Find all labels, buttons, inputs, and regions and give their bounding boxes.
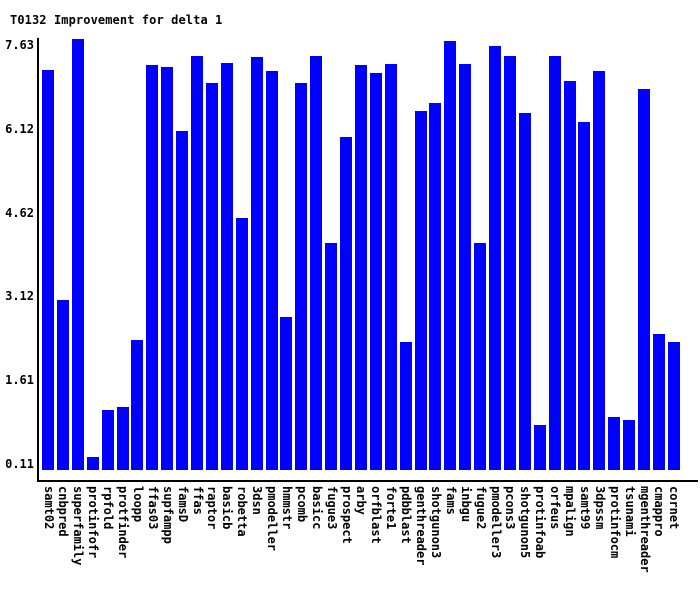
bar-ffas xyxy=(191,55,203,470)
bar-samt99 xyxy=(578,122,591,470)
bar-cnbpred xyxy=(56,299,69,470)
x-axis-label-hmmstr: hmmstr xyxy=(279,486,294,530)
x-axis-label-orfblast: orfblast xyxy=(369,486,384,544)
x-axis-label-mgenthreader: mgenthreader xyxy=(637,486,652,573)
x-axis-label-inbgu: inbgu xyxy=(458,486,473,523)
y-tick-label: 4.62 xyxy=(5,205,34,220)
bar-3dsn xyxy=(250,57,263,470)
x-axis-label-rpfold: rpfold xyxy=(101,486,116,530)
x-axis-line xyxy=(37,480,698,482)
x-axis-label-tsunami: tsunami xyxy=(622,486,637,537)
bar-inbgu xyxy=(459,63,472,470)
bar-raptor xyxy=(205,82,218,470)
bar-pmodeller3 xyxy=(489,46,501,470)
x-axis-label-basicb: basicb xyxy=(220,486,235,530)
bar-cmappro xyxy=(652,334,665,470)
bar-orfblast xyxy=(369,73,382,470)
bar-orfeus xyxy=(548,56,561,470)
bar-protinfofr xyxy=(86,456,99,470)
x-axis-label-3dpssm: 3dpssm xyxy=(592,486,607,530)
x-axis-label-pdbblast: pdbblast xyxy=(399,486,414,544)
bar-3dpssm xyxy=(593,70,606,470)
y-axis-line xyxy=(37,38,39,482)
x-axis-label-famsD: famsD xyxy=(175,486,190,523)
bar-loopp xyxy=(131,340,144,470)
x-axis-label-raptor: raptor xyxy=(205,486,220,530)
bar-cornet xyxy=(667,342,680,470)
bar-pcomb xyxy=(295,82,308,470)
chart-title: T0132 Improvement for delta 1 xyxy=(10,13,223,27)
x-axis-label-samt02: samt02 xyxy=(41,486,56,530)
x-axis-label-genthreader: genthreader xyxy=(414,486,428,566)
bar-hmmstr xyxy=(280,316,293,470)
bar-arby xyxy=(354,64,367,470)
x-axis-label-shotgunon5: shotgunon5 xyxy=(518,486,533,559)
bar-protinfoab xyxy=(533,425,546,470)
x-axis-label-loopp: loopp xyxy=(130,486,145,523)
y-tick-label: 7.63 xyxy=(5,38,34,52)
bar-supfampp xyxy=(161,67,174,470)
x-axis-label-pcomb: pcomb xyxy=(294,486,309,523)
bar-fugue2 xyxy=(474,242,487,470)
x-axis-label-pmodeller3: pmodeller3 xyxy=(488,486,503,559)
x-axis-label-ffas: ffas xyxy=(190,486,205,515)
x-axis-label-fams: fams xyxy=(443,486,458,515)
x-axis-label-pcons3: pcons3 xyxy=(503,486,518,530)
x-axis-label-forte1: forte1 xyxy=(384,486,399,530)
bar-genthreader xyxy=(414,111,427,470)
x-axis-label-cornet: cornet xyxy=(667,486,682,530)
bar-famsD xyxy=(176,130,189,470)
bar-protfinder xyxy=(116,407,129,470)
bar-protinfocm xyxy=(608,416,621,470)
bar-shotgunon3 xyxy=(429,102,442,470)
x-axis-label-orfeus: orfeus xyxy=(548,486,563,530)
x-axis-label-prospect: prospect xyxy=(339,486,354,544)
y-tick-label: 6.12 xyxy=(5,122,34,137)
x-axis-label-ffas03: ffas03 xyxy=(145,486,160,530)
bar-shotgunon5 xyxy=(518,112,531,470)
x-axis-label-basicc: basicc xyxy=(309,486,324,530)
x-axis-label-protinfofr: protinfofr xyxy=(86,486,101,559)
bar-rpfold xyxy=(101,410,114,470)
bar-forte1 xyxy=(384,63,397,470)
bar-ffas03 xyxy=(146,65,159,470)
x-axis-label-pmodeller: pmodeller xyxy=(265,486,279,552)
bar-tsunami xyxy=(623,419,636,470)
y-tick-label: 0.11 xyxy=(5,456,34,471)
x-axis-label-fugue2: fugue2 xyxy=(473,486,488,530)
bar-basicc xyxy=(310,55,323,470)
x-axis-label-protfinder: protfinder xyxy=(116,486,130,559)
bar-pmodeller xyxy=(265,71,278,470)
x-axis-label-arby: arby xyxy=(354,486,369,515)
y-tick-label: 1.61 xyxy=(5,373,34,388)
bar-fugue3 xyxy=(325,242,338,470)
bar-mpalign xyxy=(563,80,576,470)
bar-samt02 xyxy=(42,70,54,470)
bar-robetta xyxy=(235,218,248,470)
x-axis-label-robetta: robetta xyxy=(235,486,250,537)
bar-superfamily xyxy=(71,38,84,470)
x-axis-label-protinfocm: protinfocm xyxy=(607,486,622,559)
x-axis-label-fugue3: fugue3 xyxy=(324,486,339,530)
x-axis-label-shotgunon3: shotgunon3 xyxy=(428,486,443,559)
bar-mgenthreader xyxy=(638,89,650,470)
x-axis-label-protinfoab: protinfoab xyxy=(533,486,548,559)
bar-pdbblast xyxy=(399,342,412,470)
x-axis-label-3dsn: 3dsn xyxy=(250,486,265,515)
x-axis-label-supfampp: supfampp xyxy=(160,486,175,544)
x-axis-label-mpalign: mpalign xyxy=(563,486,577,537)
bar-basicb xyxy=(220,62,233,470)
x-axis-label-cmappro: cmappro xyxy=(652,486,667,537)
bar-pcons3 xyxy=(503,56,516,470)
bar-prospect xyxy=(340,137,352,470)
y-tick-label: 3.12 xyxy=(5,289,34,304)
bar-fams xyxy=(444,41,457,470)
x-axis-label-superfamily: superfamily xyxy=(71,486,86,566)
x-axis-label-cnbpred: cnbpred xyxy=(56,486,71,537)
x-axis-label-samt99: samt99 xyxy=(577,486,592,530)
